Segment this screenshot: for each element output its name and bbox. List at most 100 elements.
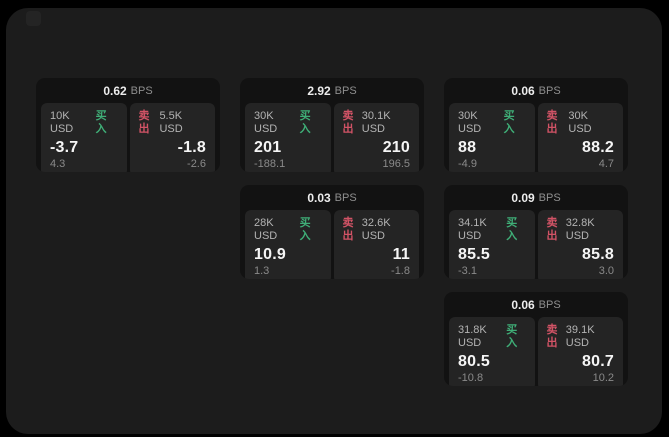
sell-tag: 卖出 xyxy=(546,110,558,135)
buy-price: -3.7 xyxy=(50,139,79,156)
buy-tag: 买入 xyxy=(299,110,311,135)
sell-panel-top: 卖出 32.8K USD xyxy=(547,217,615,243)
sell-panel[interactable]: 卖出 30K USD 88.2 4.7 xyxy=(537,103,623,172)
bps-unit-label: BPS xyxy=(334,84,357,97)
sell-panel-top: 卖出 30.1K USD xyxy=(343,110,411,136)
sell-sub-value: -2.6 xyxy=(187,158,206,170)
buy-sub-value: -10.8 xyxy=(458,372,484,384)
buy-sub-value: 1.3 xyxy=(254,265,270,277)
buy-panel-top: 30K USD 买入 xyxy=(458,110,526,136)
quote-card: 2.92 BPS 30K USD 买入 201 -188.1 卖出 30.1K … xyxy=(240,78,424,172)
sell-size-label: 30.1K USD xyxy=(361,110,391,135)
quote-panels: 28K USD 买入 10.9 1.3 卖出 32.6K USD 11 -1.8 xyxy=(240,210,424,279)
quote-panels: 31.8K USD 买入 80.5 -10.8 卖出 39.1K USD 80.… xyxy=(444,317,628,386)
sell-sub-value: 10.2 xyxy=(592,372,614,384)
buy-size-label: 10K USD xyxy=(50,110,74,135)
bps-unit-label: BPS xyxy=(538,191,561,204)
buy-panel[interactable]: 34.1K USD 买入 85.5 -3.1 xyxy=(449,210,535,279)
buy-sub-value: 4.3 xyxy=(50,158,66,170)
bps-value: 0.03 xyxy=(307,190,331,205)
buy-panel[interactable]: 30K USD 买入 201 -188.1 xyxy=(245,103,331,172)
sell-panel-top: 卖出 32.6K USD xyxy=(343,217,411,243)
quote-card: 0.62 BPS 10K USD 买入 -3.7 4.3 卖出 5.5K USD… xyxy=(36,78,220,172)
card-header: 0.03 BPS xyxy=(240,185,424,210)
sell-panel[interactable]: 卖出 30.1K USD 210 196.5 xyxy=(333,103,419,172)
buy-panel-top: 31.8K USD 买入 xyxy=(458,324,526,350)
buy-panel[interactable]: 30K USD 买入 88 -4.9 xyxy=(449,103,535,172)
sell-panel[interactable]: 卖出 32.8K USD 85.8 3.0 xyxy=(537,210,623,279)
buy-sub-value: -3.1 xyxy=(458,265,477,277)
sell-panel-top: 卖出 39.1K USD xyxy=(547,324,615,350)
sell-tag: 卖出 xyxy=(546,324,558,349)
buy-sub-value: -4.9 xyxy=(458,158,477,170)
sell-size-label: 30K USD xyxy=(568,110,592,135)
buy-size-label: 30K USD xyxy=(254,110,278,135)
buy-sub-value: -188.1 xyxy=(254,158,286,170)
buy-price: 10.9 xyxy=(254,246,286,263)
buy-tag: 买入 xyxy=(95,110,107,135)
quote-card: 0.06 BPS 30K USD 买入 88 -4.9 卖出 30K USD 8… xyxy=(444,78,628,172)
sell-panel-top: 卖出 5.5K USD xyxy=(139,110,207,136)
bps-value: 2.92 xyxy=(307,83,331,98)
card-header: 0.06 BPS xyxy=(444,78,628,103)
bps-value: 0.62 xyxy=(103,83,127,98)
bps-unit-label: BPS xyxy=(538,298,561,311)
sell-price: 80.7 xyxy=(582,353,614,370)
card-header: 0.62 BPS xyxy=(36,78,220,103)
buy-size-label: 34.1K USD xyxy=(458,217,487,242)
bps-value: 0.06 xyxy=(511,83,535,98)
buy-price: 201 xyxy=(254,139,282,156)
main-surface: 0.62 BPS 10K USD 买入 -3.7 4.3 卖出 5.5K USD… xyxy=(6,8,662,434)
card-header: 2.92 BPS xyxy=(240,78,424,103)
quote-card: 0.06 BPS 31.8K USD 买入 80.5 -10.8 卖出 39.1… xyxy=(444,292,628,386)
buy-panel[interactable]: 10K USD 买入 -3.7 4.3 xyxy=(41,103,127,172)
buy-tag: 买入 xyxy=(299,217,311,242)
sell-panel[interactable]: 卖出 32.6K USD 11 -1.8 xyxy=(333,210,419,279)
sell-sub-value: 3.0 xyxy=(598,265,614,277)
bps-unit-label: BPS xyxy=(130,84,153,97)
buy-panel[interactable]: 31.8K USD 买入 80.5 -10.8 xyxy=(449,317,535,386)
buy-size-label: 30K USD xyxy=(458,110,482,135)
card-header: 0.09 BPS xyxy=(444,185,628,210)
quote-card: 0.03 BPS 28K USD 买入 10.9 1.3 卖出 32.6K US… xyxy=(240,185,424,279)
app-icon[interactable] xyxy=(26,11,41,26)
bps-value: 0.06 xyxy=(511,297,535,312)
buy-price: 80.5 xyxy=(458,353,490,370)
buy-tag: 买入 xyxy=(503,110,515,135)
sell-size-label: 32.8K USD xyxy=(565,217,595,242)
bps-unit-label: BPS xyxy=(334,191,357,204)
sell-price: -1.8 xyxy=(177,139,206,156)
card-header: 0.06 BPS xyxy=(444,292,628,317)
sell-sub-value: 4.7 xyxy=(598,158,614,170)
sell-sub-value: -1.8 xyxy=(391,265,410,277)
sell-tag: 卖出 xyxy=(546,217,558,242)
sell-size-label: 5.5K USD xyxy=(159,110,183,135)
sell-tag: 卖出 xyxy=(342,110,354,135)
buy-panel[interactable]: 28K USD 买入 10.9 1.3 xyxy=(245,210,331,279)
sell-panel[interactable]: 卖出 5.5K USD -1.8 -2.6 xyxy=(129,103,215,172)
bps-unit-label: BPS xyxy=(538,84,561,97)
sell-panel[interactable]: 卖出 39.1K USD 80.7 10.2 xyxy=(537,317,623,386)
sell-price: 210 xyxy=(382,139,410,156)
buy-panel-top: 10K USD 买入 xyxy=(50,110,118,136)
sell-price: 88.2 xyxy=(582,139,614,156)
buy-size-label: 31.8K USD xyxy=(458,324,487,349)
quote-card: 0.09 BPS 34.1K USD 买入 85.5 -3.1 卖出 32.8K… xyxy=(444,185,628,279)
quote-panels: 30K USD 买入 88 -4.9 卖出 30K USD 88.2 4.7 xyxy=(444,103,628,172)
buy-panel-top: 28K USD 买入 xyxy=(254,217,322,243)
sell-panel-top: 卖出 30K USD xyxy=(547,110,615,136)
sell-size-label: 39.1K USD xyxy=(565,324,595,349)
quote-panels: 30K USD 买入 201 -188.1 卖出 30.1K USD 210 1… xyxy=(240,103,424,172)
buy-panel-top: 30K USD 买入 xyxy=(254,110,322,136)
buy-size-label: 28K USD xyxy=(254,217,278,242)
sell-price: 11 xyxy=(392,246,410,263)
buy-tag: 买入 xyxy=(506,217,518,242)
buy-tag: 买入 xyxy=(506,324,518,349)
bps-value: 0.09 xyxy=(511,190,535,205)
sell-sub-value: 196.5 xyxy=(382,158,410,170)
cards-grid: 0.62 BPS 10K USD 买入 -3.7 4.3 卖出 5.5K USD… xyxy=(36,78,628,386)
buy-panel-top: 34.1K USD 买入 xyxy=(458,217,526,243)
buy-price: 88 xyxy=(458,139,477,156)
sell-size-label: 32.6K USD xyxy=(361,217,391,242)
quote-panels: 34.1K USD 买入 85.5 -3.1 卖出 32.8K USD 85.8… xyxy=(444,210,628,279)
